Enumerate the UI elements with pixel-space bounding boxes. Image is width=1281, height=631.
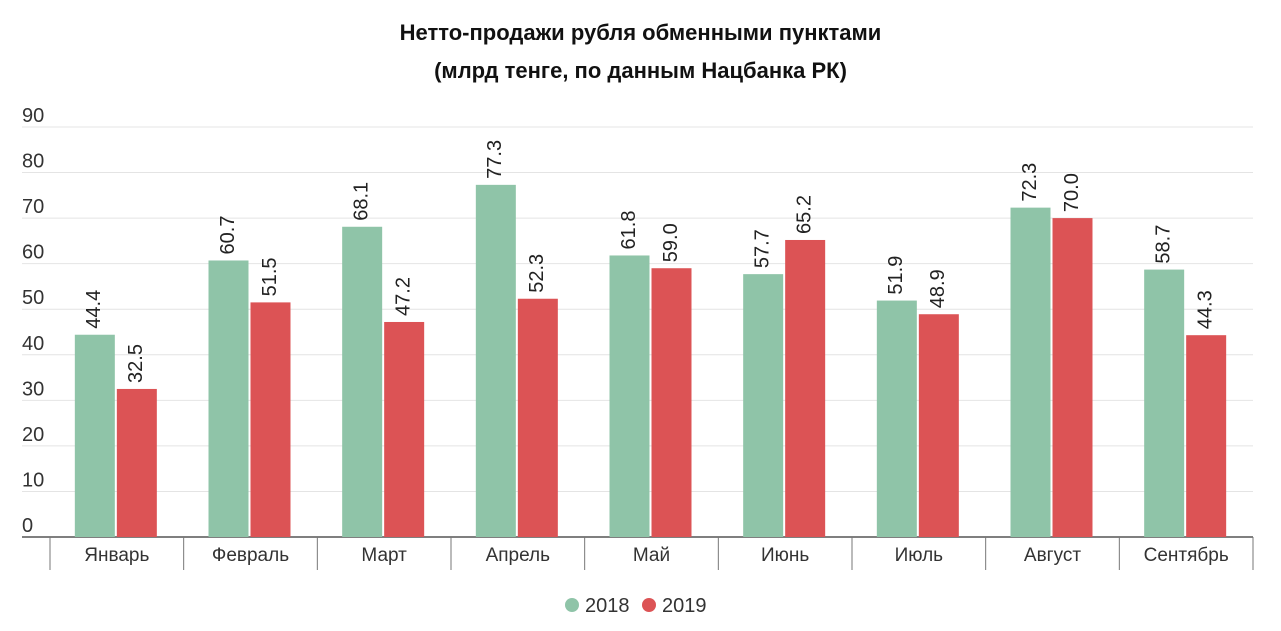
x-tick-label: Июнь xyxy=(761,545,809,566)
y-tick-label: 30 xyxy=(22,378,44,400)
bar-2019 xyxy=(1052,218,1093,537)
bar-2018 xyxy=(475,184,516,537)
legend-label-2018: 2018 xyxy=(585,595,630,617)
bar-2019 xyxy=(785,239,826,537)
bar-2018 xyxy=(1144,269,1185,537)
y-tick-label: 70 xyxy=(22,196,44,218)
x-tick-label: Сентябрь xyxy=(1144,545,1229,566)
y-tick-label: 60 xyxy=(22,242,44,264)
x-tick-label: Март xyxy=(361,545,407,566)
data-label-2018: 68.1 xyxy=(350,182,372,221)
data-label-2019: 47.2 xyxy=(392,277,414,316)
y-tick-label: 50 xyxy=(22,287,44,309)
data-label-2019: 59.0 xyxy=(660,223,682,262)
data-label-2019: 32.5 xyxy=(125,344,147,383)
bar-2018 xyxy=(609,255,650,537)
y-tick-label: 10 xyxy=(22,469,44,491)
x-tick-label: Июль xyxy=(895,545,944,566)
data-label-2019: 51.5 xyxy=(259,257,281,296)
bar-2019 xyxy=(116,388,157,537)
data-label-2019: 52.3 xyxy=(526,254,548,293)
legend-label-2019: 2019 xyxy=(662,595,707,617)
bar-2019 xyxy=(517,298,558,537)
x-tick-label: Апрель xyxy=(486,545,551,566)
data-label-2019: 70.0 xyxy=(1061,173,1083,212)
bar-2019 xyxy=(651,268,692,537)
x-tick-label: Август xyxy=(1024,545,1081,566)
data-label-2018: 72.3 xyxy=(1019,163,1041,202)
bar-2018 xyxy=(342,226,383,537)
data-label-2018: 57.7 xyxy=(751,229,773,268)
y-tick-label: 20 xyxy=(22,424,44,446)
data-label-2019: 48.9 xyxy=(927,269,949,308)
legend-marker-2019 xyxy=(642,598,656,612)
bar-2018 xyxy=(208,260,249,537)
x-tick-label: Февраль xyxy=(212,545,289,566)
data-label-2018: 51.9 xyxy=(885,256,907,295)
x-tick-label: Май xyxy=(633,545,670,566)
bar-2018 xyxy=(876,300,917,537)
bar-2019 xyxy=(918,314,959,537)
bar-2019 xyxy=(250,302,291,537)
y-tick-label: 0 xyxy=(22,515,33,537)
data-label-2018: 44.4 xyxy=(83,290,105,329)
x-tick-label: Январь xyxy=(84,545,149,566)
y-tick-label: 80 xyxy=(22,151,44,173)
data-label-2019: 65.2 xyxy=(793,195,815,234)
chart-title: Нетто-продажи рубля обменными пунктами xyxy=(399,20,882,45)
data-label-2018: 77.3 xyxy=(484,140,506,179)
data-label-2018: 61.8 xyxy=(618,211,640,250)
bar-2018 xyxy=(743,274,784,537)
legend-marker-2018 xyxy=(565,598,579,612)
data-label-2019: 44.3 xyxy=(1194,290,1216,329)
bar-2019 xyxy=(384,321,425,537)
data-label-2018: 60.7 xyxy=(217,216,239,255)
data-label-2018: 58.7 xyxy=(1152,225,1174,264)
y-tick-label: 40 xyxy=(22,333,44,355)
bar-2018 xyxy=(74,334,115,537)
bar-2018 xyxy=(1010,207,1051,537)
bar-2019 xyxy=(1186,335,1227,537)
y-tick-label: 90 xyxy=(22,105,44,127)
chart-subtitle: (млрд тенге, по данным Нацбанка РК) xyxy=(434,58,847,83)
